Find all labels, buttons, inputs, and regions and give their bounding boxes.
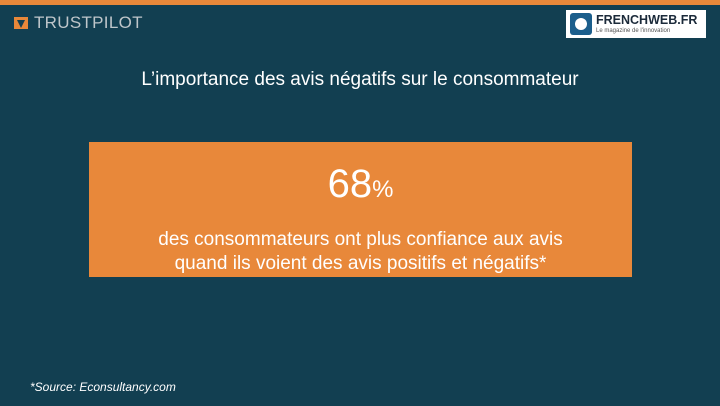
stat-description: des consommateurs ont plus confiance aux… — [158, 229, 563, 250]
footnote: *Source: Econsultancy.com — [30, 380, 176, 394]
logo-icon — [570, 13, 592, 35]
frenchweb-logo: FRENCHWEB.FR Le magazine de l'innovation — [566, 10, 706, 38]
logo-tagline: Le magazine de l'innovation — [596, 27, 671, 34]
title: L’importance des avis négatifs sur le co… — [141, 69, 579, 90]
stat: 68% — [89, 162, 632, 212]
trustpilot-logo: TRUSTPILOT — [14, 13, 143, 33]
logo-icon — [14, 17, 28, 29]
logo-text: TRUSTPILOT — [34, 13, 143, 32]
top-bar — [0, 0, 720, 5]
stat-unit: % — [372, 176, 394, 203]
stat-number: 68 — [327, 162, 373, 206]
highlight-box: 68% des consommateurs ont plus confiance… — [89, 142, 632, 277]
stat-description: quand ils voient des avis positifs et né… — [174, 253, 547, 274]
logo-text: FRENCHWEB.FR — [596, 13, 698, 28]
